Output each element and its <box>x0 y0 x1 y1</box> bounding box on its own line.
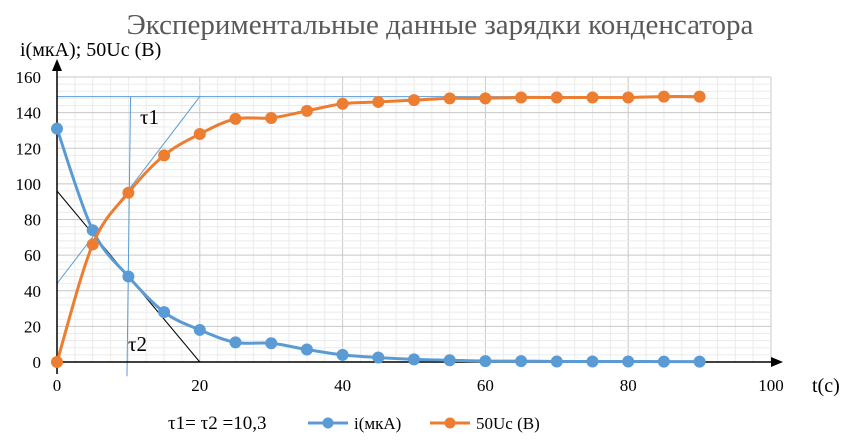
data-point-voltage[interactable] <box>693 90 706 103</box>
data-point-current[interactable] <box>300 343 313 356</box>
data-point-current[interactable] <box>550 355 563 368</box>
data-point-voltage[interactable] <box>336 97 349 110</box>
legend-item-voltage[interactable]: 50Uc (В) <box>430 414 540 433</box>
x-tick-label: 100 <box>758 376 784 395</box>
data-point-voltage[interactable] <box>408 94 420 107</box>
legend-item-current[interactable]: i(мкА) <box>308 414 401 433</box>
data-point-current[interactable] <box>265 337 278 350</box>
data-point-voltage[interactable] <box>300 104 313 117</box>
y-tick-label: 140 <box>16 104 42 123</box>
data-point-current[interactable] <box>443 354 456 367</box>
data-point-voltage[interactable] <box>158 149 171 162</box>
data-point-current[interactable] <box>622 355 635 368</box>
x-tick-label: 40 <box>334 376 351 395</box>
chart-title: Экспериментальные данные зарядки конденс… <box>127 9 754 41</box>
data-point-voltage[interactable] <box>122 186 135 199</box>
y-tick-label: 0 <box>33 353 42 372</box>
data-point-voltage[interactable] <box>193 128 206 140</box>
x-tick-label: 0 <box>53 376 62 395</box>
grid <box>56 76 772 363</box>
data-point-voltage[interactable] <box>265 111 278 124</box>
y-axis-arrow <box>52 59 62 71</box>
legend-label-voltage: 50Uc (В) <box>476 414 540 433</box>
tau1-label: τ1 <box>140 105 159 129</box>
data-point-current[interactable] <box>86 224 99 237</box>
x-axis-label: t(c) <box>812 375 840 397</box>
data-point-current[interactable] <box>336 348 349 361</box>
x-axis-arrow <box>771 357 783 367</box>
data-point-voltage[interactable] <box>372 95 385 108</box>
data-point-current[interactable] <box>657 355 670 368</box>
y-tick-label: 20 <box>24 317 41 336</box>
data-point-current[interactable] <box>229 336 242 349</box>
y-tick-label: 100 <box>16 175 42 194</box>
data-point-current[interactable] <box>515 355 528 368</box>
data-point-voltage[interactable] <box>622 91 635 104</box>
y-tick-label: 60 <box>24 246 41 265</box>
tick-labels: 0 20 40 60 80 100 0 20 40 60 80 100 120 140 160 <box>16 68 784 395</box>
data-point-voltage[interactable] <box>550 91 563 104</box>
y-tick-label: 120 <box>16 139 42 158</box>
legend: i(мкА) 50Uc (В) <box>308 414 540 433</box>
data-point-current[interactable] <box>193 323 206 336</box>
data-point-voltage[interactable] <box>657 90 670 103</box>
data-point-current[interactable] <box>122 270 135 283</box>
legend-marker-current <box>322 417 334 429</box>
data-point-current[interactable] <box>408 353 420 366</box>
data-point-current[interactable] <box>372 351 385 364</box>
data-point-voltage[interactable] <box>86 238 99 251</box>
data-point-current[interactable] <box>693 355 706 368</box>
data-point-voltage[interactable] <box>443 92 456 105</box>
data-point-current[interactable] <box>479 355 492 368</box>
data-point-voltage[interactable] <box>479 92 492 105</box>
series <box>51 90 706 368</box>
tau2-label: τ2 <box>128 332 147 356</box>
y-tick-label: 40 <box>24 282 41 301</box>
tau-equality-note: τ1= τ2 =10,3 <box>168 413 266 434</box>
data-point-voltage[interactable] <box>51 356 63 368</box>
data-point-voltage[interactable] <box>586 91 599 104</box>
x-tick-label: 80 <box>620 376 637 395</box>
y-axis-label: i(мкА); 50Uc (В) <box>20 39 161 61</box>
y-tick-label: 80 <box>24 211 41 230</box>
data-point-current[interactable] <box>586 355 599 368</box>
x-tick-label: 20 <box>191 376 208 395</box>
data-point-current[interactable] <box>158 306 171 319</box>
y-tick-label: 160 <box>16 68 42 87</box>
tau-vertical-line <box>126 96 132 377</box>
data-point-voltage[interactable] <box>229 112 242 125</box>
x-tick-label: 60 <box>477 376 494 395</box>
legend-marker-voltage <box>444 417 456 429</box>
data-point-current[interactable] <box>51 122 63 135</box>
legend-label-current: i(мкА) <box>354 414 401 433</box>
data-point-voltage[interactable] <box>515 91 528 104</box>
